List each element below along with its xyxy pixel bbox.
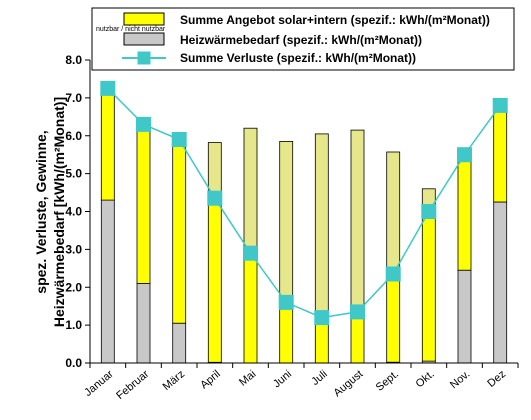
bar-segment-1-10: [457, 154, 472, 271]
x-tick-label-10: Nov.: [448, 368, 472, 391]
legend: nutzbar / nicht nutzbar Summe Angebot so…: [91, 7, 515, 71]
x-tick-label-3: April: [198, 368, 223, 391]
line-marker-0-7: [350, 304, 365, 320]
bar-segment-2-7: [350, 129, 365, 313]
line-series-path-0: [107, 87, 501, 319]
bar-segment-1-11: [493, 105, 508, 203]
bar-segment-2-5: [279, 140, 294, 303]
line-marker-0-11: [492, 97, 508, 113]
bar-segment-0-1: [136, 283, 151, 364]
bar-segment-2-4: [243, 127, 258, 254]
x-tick-label-11: Dez: [485, 368, 508, 390]
bar-segment-1-9: [421, 211, 436, 362]
legend-label-verluste: Summe Verluste (spezif.: kWh/(m²Monat)): [180, 51, 416, 65]
line-marker-0-9: [421, 204, 437, 219]
y-axis-title-line1: spez. Verluste, Gewinne,: [33, 130, 49, 293]
x-tick-label-4: Mai: [237, 368, 258, 389]
y-axis-title-group: spez. Verluste, Gewinne, Heizwärmebedarf…: [33, 97, 67, 327]
y-tick-label-7: 7.0: [65, 91, 82, 105]
bar-segment-1-7: [350, 311, 365, 364]
legend-swatch-solar: [123, 12, 165, 26]
line-marker-0-0: [100, 80, 116, 96]
bar-segment-1-2: [172, 139, 187, 324]
y-tick-label-8: 8.0: [65, 53, 82, 67]
bar-segment-1-8: [386, 272, 401, 363]
y-tick-label-6: 6.0: [65, 129, 82, 143]
bar-segment-1-5: [279, 301, 294, 364]
y-tick-label-1: 1.0: [65, 318, 82, 332]
line-marker-0-8: [385, 266, 401, 282]
y-tick-label-5: 5.0: [65, 167, 82, 181]
bar-segment-1-0: [100, 88, 115, 201]
y-axis-title-line2: Heizwärmebedarf [kWh/(m²Monat)]: [51, 97, 67, 327]
bar-segment-0-2: [172, 322, 187, 364]
bar-segment-1-1: [136, 124, 151, 284]
bar-segment-2-6: [314, 133, 329, 318]
legend-swatch-verluste-marker: [137, 51, 151, 65]
line-marker-0-1: [136, 116, 151, 132]
x-tick-label-2: März: [161, 368, 187, 393]
x-tick-label-8: Sept.: [374, 368, 401, 394]
bar-segment-2-8: [386, 151, 401, 274]
x-tick-label-7: August: [331, 368, 365, 399]
line-marker-0-5: [278, 294, 294, 310]
legend-note: nutzbar / nicht nutzbar: [96, 26, 166, 33]
line-marker-0-6: [314, 310, 330, 326]
line-marker-0-10: [457, 147, 472, 163]
bar-segment-1-3: [207, 198, 222, 363]
y-tick-label-4: 4.0: [65, 205, 82, 219]
legend-label-heizwaerme: Heizwärmebedarf (spezif.: kWh/(m²Monat)): [180, 33, 422, 47]
bar-segment-0-10: [457, 269, 472, 364]
y-tick-label-0: 0.0: [65, 356, 82, 370]
line-marker-0-3: [207, 190, 223, 206]
line-marker-0-2: [171, 132, 187, 147]
x-tick-label-6: Juli: [309, 368, 329, 388]
x-tick-label-0: Januar: [82, 368, 116, 399]
bars-group: [100, 88, 508, 364]
bar-segment-1-4: [243, 252, 258, 364]
x-tick-label-9: Okt.: [414, 368, 437, 390]
legend-label-solar: Summe Angebot solar+intern (spezif.: kWh…: [180, 13, 490, 27]
bar-segment-0-11: [493, 201, 508, 364]
legend-swatch-heizwaerme: [123, 32, 165, 46]
line-marker-0-4: [243, 245, 258, 261]
x-tick-label-5: Juni: [271, 368, 294, 390]
x-tick-label-1: Februar: [114, 368, 151, 402]
bar-segment-0-0: [100, 199, 115, 364]
y-tick-label-2: 2.0: [65, 280, 82, 294]
y-tick-label-3: 3.0: [65, 242, 82, 256]
line-series-group: [100, 80, 508, 326]
